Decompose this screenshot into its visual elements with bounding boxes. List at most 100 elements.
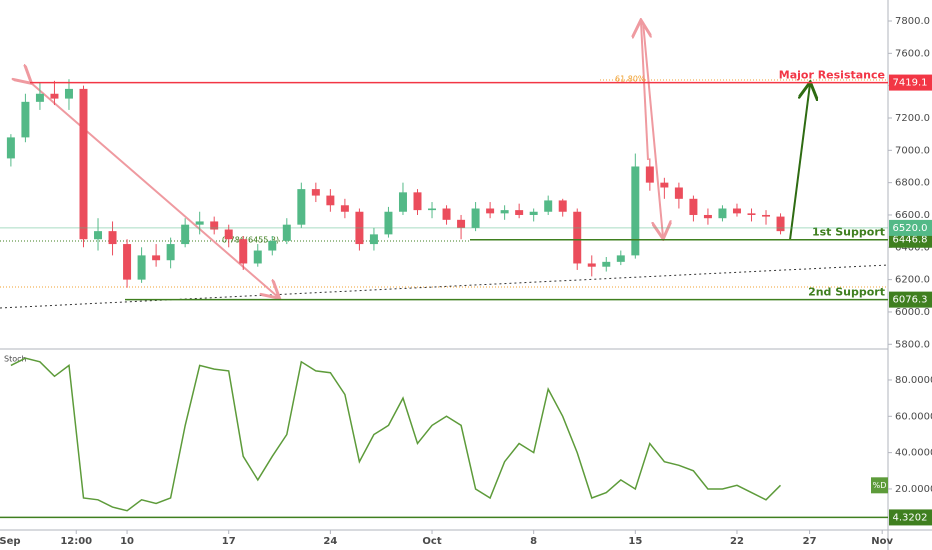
candle-body [282, 224, 291, 241]
candle-body [616, 255, 625, 262]
arrow [642, 21, 663, 237]
candle-body [297, 189, 306, 225]
pane-title: Stoch [4, 355, 27, 364]
price-tag-label: 6076.3 [893, 295, 928, 306]
candle-body [428, 208, 437, 211]
y-tick-label: 7200.0 [895, 113, 930, 124]
candle-body [195, 221, 204, 225]
candle-body [64, 88, 73, 99]
candle-body [674, 187, 683, 199]
candle-body [311, 189, 320, 196]
x-tick-label: 27 [803, 536, 817, 547]
candle-body [544, 200, 553, 212]
y-tick-label: 7000.0 [895, 145, 930, 156]
candle-body [326, 195, 335, 206]
y-tick-label: 6000.0 [895, 307, 930, 318]
candle-body [369, 234, 378, 245]
candle-body [384, 211, 393, 235]
candle-body [747, 213, 756, 215]
legend-tag [871, 477, 888, 494]
candle-body [718, 208, 727, 219]
x-tick-label: 10 [120, 536, 134, 547]
level-label: Major Resistance [779, 69, 885, 82]
candle-body [123, 244, 132, 280]
candle-body [108, 231, 117, 245]
candle-body [486, 208, 495, 214]
y-tick-label: 6200.0 [895, 275, 930, 286]
candle-body [529, 211, 538, 215]
x-tick-label: 17 [222, 536, 236, 547]
legend-label: %D [873, 481, 887, 490]
candle-body [500, 210, 509, 214]
y-tick-label: 6800.0 [895, 178, 930, 189]
candle-body [645, 166, 654, 183]
candle-body [660, 182, 669, 188]
x-tick-label: 8 [530, 536, 537, 547]
candle-body [210, 221, 219, 230]
candle-body [94, 231, 103, 240]
price-tag [889, 74, 932, 91]
candle-body [471, 208, 480, 228]
candle-body [602, 261, 611, 267]
y-tick-label: 5800.0 [895, 339, 930, 350]
price-tag [889, 291, 932, 308]
price-tag-label: 6446.8 [893, 235, 928, 246]
y-tick-label: 6600.0 [895, 210, 930, 221]
x-tick-label: Nov [871, 536, 893, 547]
fib-label: 61.80% [615, 75, 646, 84]
candle-body [340, 205, 349, 212]
candle-body [35, 93, 44, 102]
arrow [789, 84, 810, 241]
candle-body [79, 88, 88, 240]
y-tick-label: 40.0000 [895, 448, 932, 459]
x-tick-label: 22 [730, 536, 744, 547]
candle-body [224, 229, 233, 240]
x-tick-label: 15 [628, 536, 642, 547]
candle-body [181, 224, 190, 245]
candle-body [413, 192, 422, 211]
candle-body [253, 250, 262, 264]
price-tag [889, 219, 932, 236]
candle-body [239, 239, 248, 264]
candle-body [21, 101, 30, 138]
candle-body [776, 216, 785, 232]
candle-body [732, 208, 741, 214]
x-tick-label: Sep [0, 536, 21, 547]
x-tick-label: Oct [422, 536, 441, 547]
candle-body [6, 137, 15, 159]
candle-body [587, 263, 596, 267]
candle-body [137, 255, 146, 280]
price-tag-label: 7419.1 [893, 78, 928, 89]
price-tag-label: 4.3202 [893, 512, 928, 523]
candle-body [152, 255, 161, 261]
candle-body [166, 244, 175, 261]
y-tick-label: 60.0000 [895, 411, 932, 422]
level-label: 1st Support [812, 226, 885, 239]
fib-label: 0.786(6455.3) [222, 236, 279, 245]
candle-body [703, 214, 712, 219]
candle-body [268, 240, 277, 251]
x-tick-label: 24 [323, 536, 337, 547]
candle-body [558, 200, 567, 212]
level-label: 2nd Support [808, 286, 885, 299]
x-tick-label: 12:00 [60, 536, 92, 547]
candle-body [631, 166, 640, 256]
candle-body [689, 198, 698, 215]
stoch-line [10, 357, 782, 512]
y-tick-label: 20.0000 [895, 484, 932, 495]
price-tag-label: 6520.0 [893, 223, 928, 234]
candle-body [762, 214, 771, 217]
candle-body [457, 219, 466, 228]
y-tick-label: 7600.0 [895, 48, 930, 59]
arrow [30, 82, 278, 297]
trendline [0, 264, 889, 309]
candle-body [573, 211, 582, 264]
candle-body [515, 210, 524, 215]
price-tag [889, 509, 932, 526]
y-tick-label: 7800.0 [895, 16, 930, 27]
y-tick-label: 6400.0 [895, 242, 930, 253]
candle-body [398, 192, 407, 212]
y-tick-label: 80.0000 [895, 375, 932, 386]
candle-body [50, 93, 59, 99]
